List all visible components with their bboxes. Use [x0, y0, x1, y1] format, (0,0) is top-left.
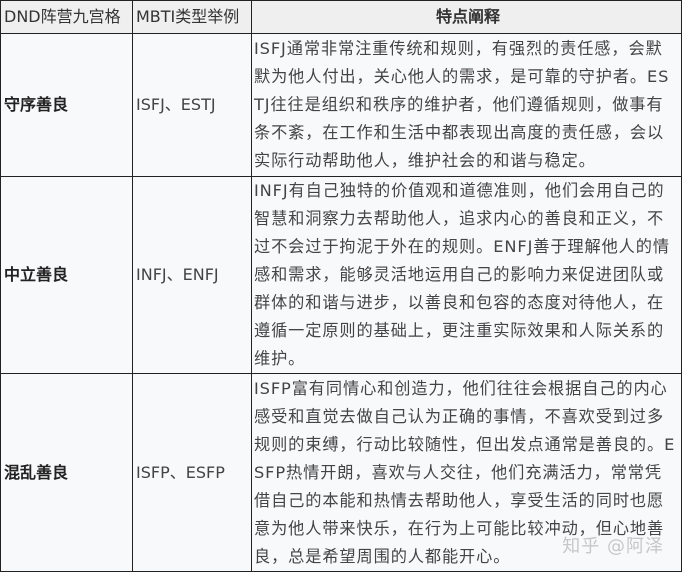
alignment-cell: 混乱善良: [0, 373, 133, 572]
header-mbti: MBTI类型举例: [132, 0, 252, 34]
header-description: 特点阐释: [251, 0, 682, 34]
alignment-cell: 守序善良: [0, 33, 133, 177]
description-cell: ISFP富有同情心和创造力，他们往往会根据自己的内心感受和直觉去做自己认为正确的…: [251, 373, 682, 572]
table-row: 中立善良 INFJ、ENFJ INFJ有自己独特的价值观和道德准则，他们会用自己…: [0, 176, 682, 374]
description-cell: INFJ有自己独特的价值观和道德准则，他们会用自己的智慧和洞察力去帮助他人，追求…: [251, 176, 682, 374]
header-row: DND阵营九宫格 MBTI类型举例 特点阐释: [0, 0, 682, 34]
header-alignment: DND阵营九宫格: [0, 0, 133, 34]
zhihu-watermark: 知乎 @阿泽: [562, 536, 664, 557]
alignment-cell: 中立善良: [0, 176, 133, 374]
table-row: 守序善良 ISFJ、ESTJ ISFJ通常非常注重传统和规则，有强烈的责任感，会…: [0, 33, 682, 177]
mbti-cell: ISFJ、ESTJ: [132, 33, 252, 177]
table-row: 混乱善良 ISFP、ESFP ISFP富有同情心和创造力，他们往往会根据自己的内…: [0, 373, 682, 572]
mbti-cell: INFJ、ENFJ: [132, 176, 252, 374]
mbti-cell: ISFP、ESFP: [132, 373, 252, 572]
description-cell: ISFJ通常非常注重传统和规则，有强烈的责任感，会默默为他人付出，关心他人的需求…: [251, 33, 682, 177]
